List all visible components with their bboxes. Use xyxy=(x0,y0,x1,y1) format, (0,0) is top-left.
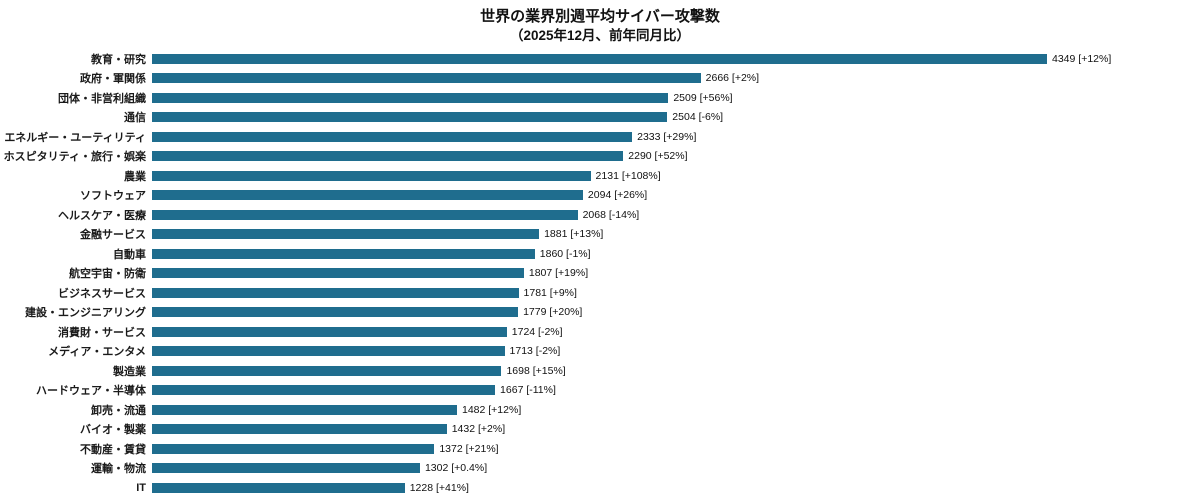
chart-row: 航空宇宙・防衛 1807 [+19%] xyxy=(0,264,1200,284)
bar xyxy=(152,424,447,435)
value-label: 2131 [+108%] xyxy=(595,169,661,182)
value-label: 1724 [-2%] xyxy=(511,325,563,338)
chart-row: バイオ・製薬 1432 [+2%] xyxy=(0,420,1200,440)
category-label: 金融サービス xyxy=(80,229,146,242)
bar xyxy=(152,92,669,103)
value-label: 2290 [+52%] xyxy=(628,150,688,163)
category-label: 農業 xyxy=(124,170,146,183)
chart-row: 運輸・物流 1302 [+0.4%] xyxy=(0,459,1200,479)
bar xyxy=(152,385,496,396)
bar xyxy=(152,209,578,220)
bar xyxy=(152,365,502,376)
bar xyxy=(152,112,668,123)
value-label: 2509 [+56%] xyxy=(673,91,733,104)
category-label: 建設・エンジニアリング xyxy=(25,307,146,320)
category-label: エネルギー・ユーティリティ xyxy=(4,131,146,144)
category-label: 通信 xyxy=(124,112,146,125)
category-label: 不動産・賃貸 xyxy=(80,443,146,456)
value-label: 2333 [+29%] xyxy=(637,130,697,143)
value-label: 1698 [+15%] xyxy=(506,364,566,377)
chart-row: 教育・研究 4349 [+12%] xyxy=(0,49,1200,69)
value-label: 1781 [+9%] xyxy=(523,286,577,299)
chart-row: 自動車 1860 [-1%] xyxy=(0,244,1200,264)
value-label: 1713 [-2%] xyxy=(509,345,561,358)
chart-row: ヘルスケア・医療 2068 [-14%] xyxy=(0,205,1200,225)
chart-row: ソフトウェア 2094 [+26%] xyxy=(0,186,1200,206)
bar xyxy=(152,229,540,240)
category-label: ハードウェア・半導体 xyxy=(36,385,146,398)
bar xyxy=(152,404,457,415)
chart-row: メディア・エンタメ 1713 [-2%] xyxy=(0,342,1200,362)
value-label: 1881 [+13%] xyxy=(544,228,604,241)
category-label: 運輸・物流 xyxy=(91,463,146,476)
category-label: 政府・軍関係 xyxy=(80,73,146,86)
category-label: IT xyxy=(136,481,146,494)
value-label: 2504 [-6%] xyxy=(672,111,724,124)
category-label: 航空宇宙・防衛 xyxy=(69,268,146,281)
bar xyxy=(152,443,435,454)
value-label: 1432 [+2%] xyxy=(451,423,506,436)
value-label: 1667 [-11%] xyxy=(500,384,556,397)
chart-row: 通信 2504 [-6%] xyxy=(0,108,1200,128)
chart-row: 金融サービス 1881 [+13%] xyxy=(0,225,1200,245)
chart-row: 政府・軍関係 2666 [+2%] xyxy=(0,69,1200,89)
chart-row: エネルギー・ユーティリティ 2333 [+29%] xyxy=(0,127,1200,147)
category-label: 卸売・流通 xyxy=(91,404,146,417)
category-label: 団体・非営利組織 xyxy=(58,92,146,105)
chart-row: 農業 2131 [+108%] xyxy=(0,166,1200,186)
category-label: ビジネスサービス xyxy=(58,287,146,300)
bar xyxy=(152,248,535,259)
value-label: 1302 [+0.4%] xyxy=(424,462,488,475)
value-label: 2094 [+26%] xyxy=(587,189,648,202)
category-label: 自動車 xyxy=(113,248,146,261)
bar xyxy=(152,346,505,357)
chart-row: 不動産・賃貸 1372 [+21%] xyxy=(0,439,1200,459)
value-label: 4349 [+12%] xyxy=(1052,52,1112,65)
chart-row: 製造業 1698 [+15%] xyxy=(0,361,1200,381)
bar xyxy=(152,268,524,279)
chart-title: 世界の業界別週平均サイバー攻撃数 xyxy=(480,8,720,25)
category-label: ホスピタリティ・旅行・娯楽 xyxy=(3,151,146,164)
bar xyxy=(152,53,1047,64)
category-label: メディア・エンタメ xyxy=(48,346,146,359)
bar xyxy=(152,170,591,181)
bar xyxy=(152,307,519,318)
bar xyxy=(152,463,420,474)
category-label: 教育・研究 xyxy=(91,53,146,66)
chart-row: ビジネスサービス 1781 [+9%] xyxy=(0,283,1200,303)
category-label: バイオ・製薬 xyxy=(80,424,146,437)
chart-subtitle: （2025年12月、前年同月比） xyxy=(509,28,691,43)
value-label: 1779 [+20%] xyxy=(523,306,583,319)
chart-row: 団体・非営利組織 2509 [+56%] xyxy=(0,88,1200,108)
value-label: 1372 [+21%] xyxy=(439,442,499,455)
chart-row: 卸売・流通 1482 [+12%] xyxy=(0,400,1200,420)
value-label: 1482 [+12%] xyxy=(461,403,522,416)
chart-row: ハードウェア・半導体 1667 [-11%] xyxy=(0,381,1200,401)
bar xyxy=(152,287,519,298)
value-label: 1228 [+41%] xyxy=(409,481,469,494)
chart-row: IT 1228 [+41%] xyxy=(0,478,1200,498)
chart-row: 消費財・サービス 1724 [-2%] xyxy=(0,322,1200,342)
chart-row: 建設・エンジニアリング 1779 [+20%] xyxy=(0,303,1200,323)
value-label: 2666 [+2%] xyxy=(705,72,760,85)
bar xyxy=(152,131,633,142)
category-label: ヘルスケア・医療 xyxy=(58,209,146,222)
bar xyxy=(152,73,701,84)
value-label: 2068 [-14%] xyxy=(582,208,640,221)
bar xyxy=(152,190,583,201)
bar xyxy=(152,326,507,337)
bar xyxy=(152,482,405,493)
category-label: 消費財・サービス xyxy=(58,326,146,339)
category-label: 製造業 xyxy=(113,365,146,378)
bar xyxy=(152,151,624,162)
chart-row: ホスピタリティ・旅行・娯楽 2290 [+52%] xyxy=(0,147,1200,167)
value-label: 1860 [-1%] xyxy=(539,247,591,260)
value-label: 1807 [+19%] xyxy=(528,267,589,280)
chart-rows: 教育・研究 4349 [+12%] 政府・軍関係 2666 [+2%] 団体・非営利組織… xyxy=(0,49,1200,498)
category-label: ソフトウェア xyxy=(80,190,146,203)
